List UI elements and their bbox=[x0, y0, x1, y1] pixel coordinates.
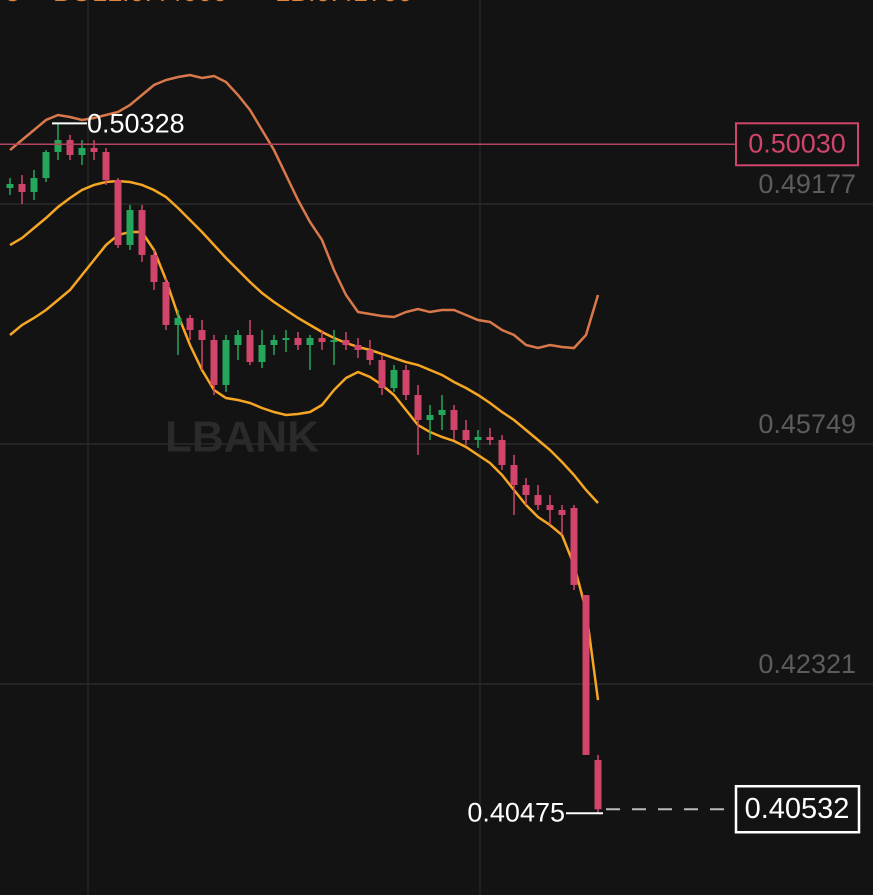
candle-body bbox=[366, 349, 374, 360]
candle-body bbox=[66, 140, 74, 156]
y-tick-label: 0.49177 bbox=[758, 169, 856, 199]
candle-body bbox=[90, 147, 98, 152]
y-tick-label: 0.42321 bbox=[758, 649, 856, 679]
candle-body bbox=[330, 340, 338, 342]
candle-body bbox=[474, 436, 482, 441]
candle-body bbox=[294, 338, 302, 346]
candle-body bbox=[402, 369, 410, 395]
candle-body bbox=[246, 334, 254, 363]
candle-body bbox=[318, 338, 326, 342]
candle-body bbox=[126, 210, 134, 246]
legend-entry: BOLL:0.44666 bbox=[53, 0, 227, 7]
watermark: LBANK bbox=[165, 413, 319, 462]
candle-body bbox=[30, 178, 38, 192]
band-line bbox=[9, 73, 600, 350]
last-price-box bbox=[734, 784, 861, 834]
candle-body bbox=[342, 340, 350, 346]
candle-body bbox=[306, 338, 314, 346]
legend-entry: 73 bbox=[0, 0, 20, 7]
mark-price-label: 0.50030 bbox=[748, 128, 846, 158]
candle-body bbox=[234, 334, 242, 346]
candle-body bbox=[486, 436, 494, 441]
candle-body bbox=[438, 409, 446, 416]
candle-body bbox=[42, 151, 50, 179]
candle-body bbox=[78, 147, 86, 156]
candle-body bbox=[510, 465, 518, 486]
candle-body bbox=[282, 338, 290, 341]
candle-body bbox=[426, 415, 434, 420]
y-tick-label: 0.45749 bbox=[758, 409, 856, 439]
candle-body bbox=[102, 151, 110, 180]
candle-body bbox=[18, 183, 26, 192]
candle-body bbox=[354, 345, 362, 350]
legend-entry: LB:0.41799 bbox=[275, 0, 413, 7]
candle-body bbox=[462, 429, 470, 441]
candle-body bbox=[498, 440, 506, 466]
candle-body bbox=[6, 183, 14, 188]
candle-body bbox=[174, 317, 182, 325]
last-price-label: 0.40532 bbox=[745, 793, 850, 825]
candle-body bbox=[522, 485, 530, 496]
candle-body bbox=[222, 340, 230, 385]
candle-body bbox=[570, 507, 578, 585]
candle-body bbox=[546, 504, 554, 511]
candle-body bbox=[186, 317, 194, 331]
high-marker-label: 0.50328 bbox=[87, 109, 185, 139]
candle-body bbox=[258, 345, 266, 363]
candle-body bbox=[162, 281, 170, 325]
candle-body bbox=[450, 409, 458, 430]
candle-body bbox=[150, 254, 158, 282]
candle-body bbox=[558, 510, 566, 515]
candle-body bbox=[210, 340, 218, 385]
candle-body bbox=[198, 330, 206, 341]
candle-body bbox=[378, 359, 386, 388]
candle-body bbox=[534, 495, 542, 505]
candle-body bbox=[54, 140, 62, 152]
candle-body bbox=[390, 369, 398, 388]
candle-body bbox=[582, 595, 590, 755]
candle-body bbox=[270, 340, 278, 346]
low-marker-label: 0.40475 bbox=[467, 797, 565, 827]
candle-body bbox=[138, 210, 146, 255]
candle-body bbox=[414, 394, 422, 420]
band-line bbox=[9, 230, 600, 701]
candle-body bbox=[594, 760, 602, 810]
mark-price-box bbox=[735, 122, 859, 167]
band-line bbox=[9, 179, 599, 504]
candle-body bbox=[114, 179, 122, 246]
